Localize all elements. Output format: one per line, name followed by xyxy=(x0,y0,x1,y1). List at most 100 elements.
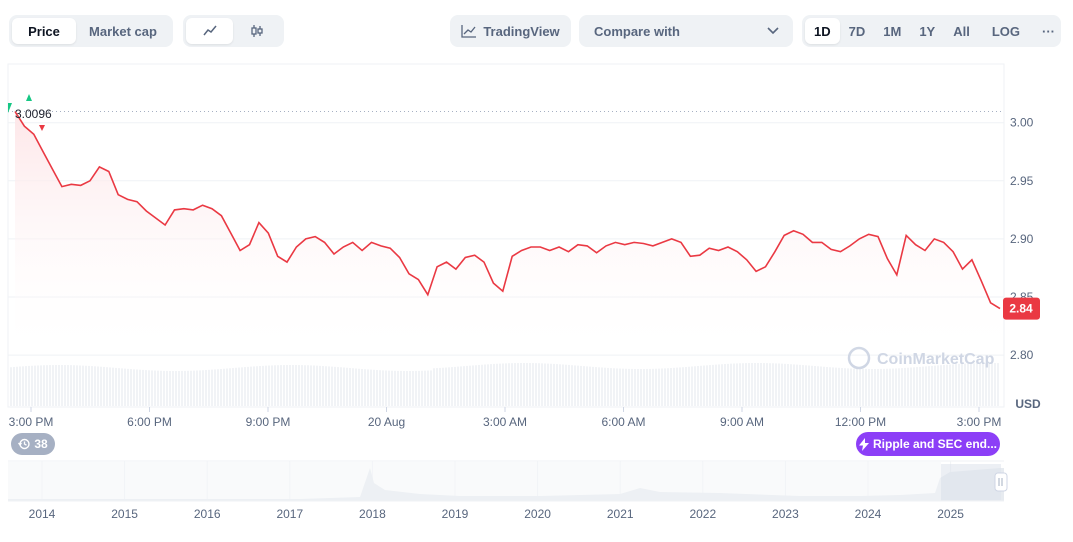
volume-bar xyxy=(259,366,261,406)
volume-bar xyxy=(157,370,159,406)
volume-bar xyxy=(430,370,432,406)
volume-bar xyxy=(490,364,492,406)
overview-year-label: 2018 xyxy=(359,507,386,521)
volume-bar xyxy=(292,365,294,406)
up-tick-icon xyxy=(8,103,12,113)
volume-bar xyxy=(361,368,363,406)
volume-bar xyxy=(814,366,816,406)
volume-bar xyxy=(283,365,285,406)
volume-bar xyxy=(874,368,876,406)
volume-bar xyxy=(232,368,234,406)
volume-bar xyxy=(187,370,189,406)
volume-bar xyxy=(907,367,909,406)
volume-bar xyxy=(775,363,777,406)
range-all-button[interactable]: All xyxy=(953,23,970,39)
volume-bar xyxy=(799,364,801,406)
volume-bar xyxy=(94,366,96,406)
volume-bar xyxy=(925,366,927,406)
volume-bar xyxy=(769,363,771,406)
volume-bar xyxy=(106,367,108,406)
volume-bar xyxy=(805,365,807,406)
volume-bar xyxy=(823,366,825,406)
volume-bar xyxy=(328,366,330,406)
x-tick-label: 3:00 PM xyxy=(957,415,1002,429)
x-tick-label: 9:00 PM xyxy=(246,415,291,429)
volume-bar xyxy=(205,370,207,406)
overview-drag-handle[interactable] xyxy=(994,472,1008,492)
volume-bar xyxy=(277,365,279,406)
volume-bar xyxy=(349,368,351,406)
volume-bar xyxy=(481,364,483,406)
volume-bar xyxy=(370,369,372,406)
volume-bar xyxy=(499,363,501,406)
market-cap-tab[interactable]: Market cap xyxy=(89,23,157,39)
volume-bar xyxy=(910,367,912,406)
range-7d-button[interactable]: 7D xyxy=(848,23,866,39)
volume-bar xyxy=(82,365,84,406)
volume-bar xyxy=(379,370,381,406)
volume-bar xyxy=(478,364,480,406)
volume-bar xyxy=(310,365,312,406)
volume-bar xyxy=(412,370,414,406)
volume-bar xyxy=(190,370,192,406)
volume-bar xyxy=(856,368,858,406)
range-1y-button[interactable]: 1Y xyxy=(919,23,936,39)
volume-bar xyxy=(553,363,555,406)
volume-bar xyxy=(262,365,264,406)
log-scale-button[interactable]: LOG xyxy=(991,23,1021,39)
lightning-icon xyxy=(858,437,869,451)
price-history-events-badge[interactable]: 38 xyxy=(11,433,55,455)
volume-bar xyxy=(877,368,879,406)
volume-bar xyxy=(571,365,573,406)
volume-bar xyxy=(493,363,495,406)
volume-bar xyxy=(739,363,741,406)
chevron-down-icon xyxy=(767,27,779,35)
volume-bar xyxy=(706,365,708,406)
volume-bar xyxy=(850,368,852,406)
volume-bar xyxy=(967,363,969,406)
news-event-badge[interactable]: Ripple and SEC end... xyxy=(856,432,1000,456)
volume-bar xyxy=(448,367,450,406)
volume-bar xyxy=(346,367,348,406)
volume-bar xyxy=(931,365,933,406)
volume-bar xyxy=(607,367,609,406)
volume-bar xyxy=(841,368,843,406)
volume-bar xyxy=(175,370,177,406)
volume-bar xyxy=(301,365,303,406)
volume-bar xyxy=(391,370,393,406)
candlestick-button[interactable] xyxy=(233,18,281,44)
volume-bar xyxy=(547,363,549,406)
volume-bar xyxy=(319,365,321,406)
volume-bar xyxy=(559,364,561,406)
volume-bar xyxy=(247,366,249,406)
volume-bar xyxy=(700,365,702,406)
volume-bar xyxy=(964,363,966,406)
volume-bar xyxy=(271,365,273,406)
tradingview-button[interactable]: TradingView xyxy=(450,15,571,47)
volume-bar xyxy=(118,368,120,406)
range-1d-button[interactable]: 1D xyxy=(805,18,840,44)
volume-bar xyxy=(880,368,882,406)
compare-with-select[interactable]: Compare with xyxy=(579,15,793,47)
line-chart-button[interactable] xyxy=(186,18,233,44)
x-tick-label: 3:00 AM xyxy=(483,415,527,429)
volume-bar xyxy=(652,368,654,406)
volume-bar xyxy=(424,370,426,406)
overview-navigator[interactable]: 2014 2015 2016 2017 2018 2019 2020 2021 2022 2023… xyxy=(8,460,1008,521)
more-options-button[interactable]: ··· xyxy=(1042,23,1056,39)
price-tab[interactable]: Price xyxy=(12,18,76,44)
volume-bar xyxy=(511,363,513,406)
volume-bar xyxy=(88,365,90,406)
volume-bar xyxy=(997,363,999,406)
volume-bar xyxy=(394,370,396,406)
volume-bar xyxy=(640,368,642,406)
price-line xyxy=(14,111,1001,310)
overview-mask xyxy=(8,462,941,501)
volume-bar xyxy=(154,370,156,406)
overview-selection[interactable] xyxy=(941,464,1001,500)
volume-bar xyxy=(229,368,231,406)
currency-unit-label: USD xyxy=(1015,397,1041,411)
range-1m-button[interactable]: 1M xyxy=(883,23,902,39)
volume-bar xyxy=(43,365,45,406)
